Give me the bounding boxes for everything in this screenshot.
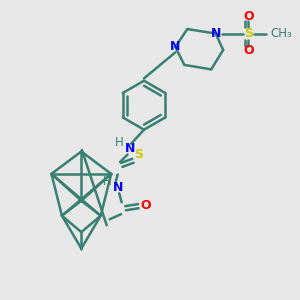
Text: H: H (115, 136, 124, 149)
Text: S: S (134, 148, 143, 161)
Text: N: N (211, 27, 221, 40)
Text: O: O (243, 44, 254, 57)
Text: N: N (113, 182, 123, 194)
Text: N: N (125, 142, 135, 155)
Text: N: N (170, 40, 181, 53)
Text: O: O (141, 199, 152, 212)
Text: H: H (103, 176, 112, 188)
Text: S: S (244, 27, 253, 40)
Text: O: O (243, 10, 254, 23)
Text: CH₃: CH₃ (270, 27, 292, 40)
